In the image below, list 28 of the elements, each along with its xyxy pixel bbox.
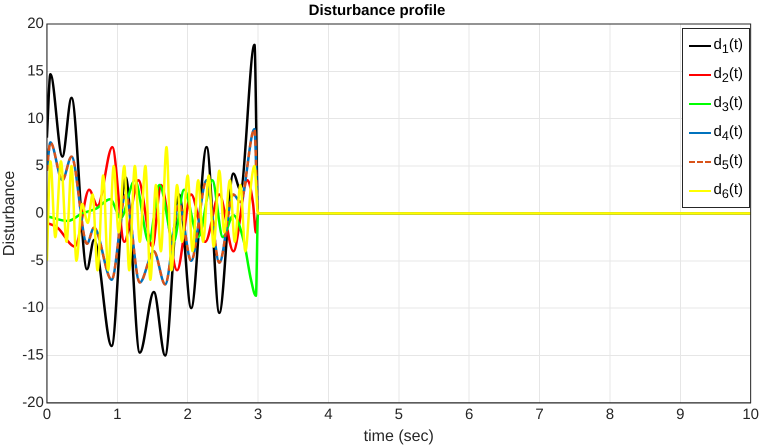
x-tick-label: 6: [464, 406, 474, 423]
x-tick-label: 1: [113, 406, 122, 423]
x-tick-label: 10: [742, 406, 759, 423]
legend-label: d$_{6}$(t): [714, 180, 743, 200]
x-tick-label: 3: [254, 406, 262, 423]
y-tick-label: -20: [22, 394, 44, 411]
y-tick-label: 20: [27, 15, 44, 32]
x-tick-label: 2: [183, 406, 192, 423]
legend-label: d$_{4}$(t): [714, 122, 743, 142]
x-tick-label: 7: [535, 406, 544, 423]
y-tick-label: -5: [30, 252, 44, 269]
y-tick-label: -15: [22, 346, 44, 364]
x-tick-label: 9: [676, 406, 684, 423]
legend-label: d$_{3}$(t): [714, 94, 743, 114]
y-tick-label: 15: [27, 62, 44, 80]
chart-title: Disturbance profile: [308, 2, 446, 20]
x-tick-label: 4: [324, 406, 333, 423]
y-tick-label: 5: [36, 157, 44, 174]
y-axis-title: Disturbance: [1, 170, 18, 256]
y-tick-label: -10: [22, 299, 44, 316]
x-axis-title: time (sec): [364, 428, 434, 445]
x-tick-label: 8: [606, 406, 614, 423]
legend-label: d$_{2}$(t): [714, 64, 743, 84]
y-tick-label: 10: [27, 110, 44, 127]
y-tick-label: 0: [36, 204, 44, 222]
legend-label: d$_{5}$(t): [714, 152, 743, 172]
legend-label: d$_{1}$(t): [714, 36, 743, 56]
x-tick-label: 5: [394, 406, 403, 423]
